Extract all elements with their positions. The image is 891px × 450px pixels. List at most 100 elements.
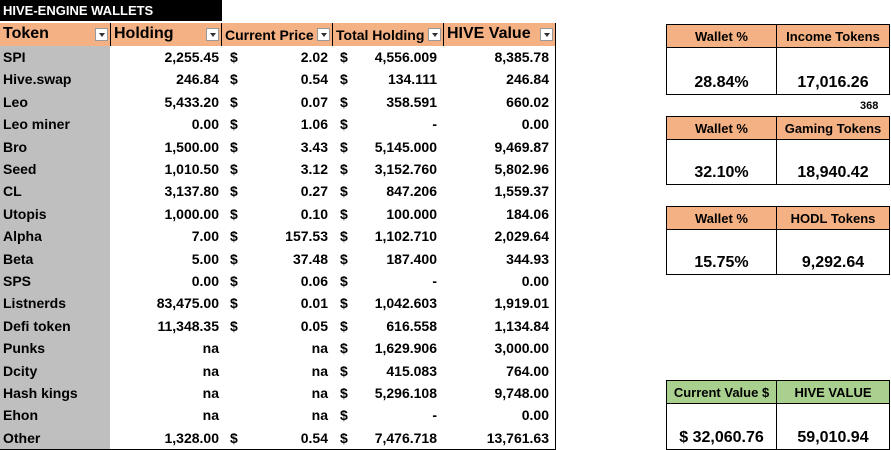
current-value-cell[interactable]: $ 32,060.76 (666, 404, 777, 450)
hive-value-cell[interactable]: 1,134.84 (494, 317, 550, 334)
hive-value-cell[interactable]: 13,761.63 (486, 429, 549, 446)
header-hive-value[interactable]: HIVE Value (444, 23, 556, 46)
table-row[interactable]: Seed 1,010.50 $3.12 $3,152.760 5,802.96 (0, 158, 556, 180)
holding-cell[interactable]: 3,137.80 (164, 183, 220, 200)
total-holding-cell[interactable]: 1,042.603 (374, 295, 437, 312)
table-row[interactable]: Hash kings na na $5,296.108 9,748.00 (0, 382, 556, 404)
price-cell[interactable]: 0.27 (300, 183, 328, 200)
hive-value-cell[interactable]: 184.06 (506, 205, 549, 222)
token-cell[interactable]: Hash kings (3, 385, 78, 401)
price-currency-symbol[interactable]: $ (230, 273, 238, 289)
price-cell[interactable]: na (311, 385, 328, 401)
total-holding-cell[interactable]: 4,556.009 (374, 49, 437, 65)
holding-cell[interactable]: 5.00 (191, 250, 219, 267)
income-tokens-cell[interactable]: 17,016.26 (776, 48, 890, 95)
hive-value-cell[interactable]: 246.84 (506, 71, 549, 88)
price-cell[interactable]: na (311, 340, 328, 357)
holding-cell[interactable]: na (202, 385, 219, 401)
total-currency-symbol[interactable]: $ (340, 295, 348, 312)
price-cell[interactable]: 3.43 (300, 138, 328, 155)
hive-value-cell[interactable]: 8,385.78 (494, 49, 550, 65)
token-cell[interactable]: Bro (3, 138, 28, 155)
price-currency-symbol[interactable]: $ (230, 295, 238, 312)
hodl-tokens-cell[interactable]: 9,292.64 (776, 230, 890, 275)
price-cell[interactable]: na (311, 362, 328, 379)
holding-cell[interactable]: 1,010.50 (164, 161, 220, 177)
table-row[interactable]: SPS 0.00 $0.06 $ - 0.00 (0, 270, 556, 292)
token-cell[interactable]: Seed (3, 161, 37, 177)
price-currency-symbol[interactable]: $ (230, 317, 238, 334)
total-currency-symbol[interactable]: $ (340, 138, 348, 155)
table-row[interactable]: Dcity na na $415.083 764.00 (0, 360, 556, 382)
total-currency-symbol[interactable]: $ (340, 407, 348, 424)
holding-cell[interactable]: 0.00 (191, 273, 219, 289)
token-cell[interactable]: Dcity (3, 362, 38, 379)
total-currency-symbol[interactable]: $ (340, 183, 348, 200)
token-cell[interactable]: Utopis (3, 205, 47, 222)
total-currency-symbol[interactable]: $ (340, 362, 348, 379)
price-cell[interactable]: 0.05 (300, 317, 328, 334)
price-cell[interactable]: 0.54 (300, 71, 328, 88)
holding-cell[interactable]: 1,500.00 (164, 138, 220, 155)
price-currency-symbol[interactable]: $ (230, 429, 238, 446)
price-currency-symbol[interactable]: $ (230, 183, 238, 200)
token-cell[interactable]: Defi token (3, 317, 71, 334)
filter-dropdown-icon[interactable] (317, 28, 330, 41)
total-currency-symbol[interactable]: $ (340, 161, 348, 177)
hive-value-cell[interactable]: 9,469.87 (494, 138, 550, 155)
hive-value-cell[interactable]: 5,802.96 (494, 161, 550, 177)
holding-cell[interactable]: 1,000.00 (164, 205, 220, 222)
hive-value-cell[interactable]: 764.00 (506, 362, 549, 379)
price-currency-symbol[interactable]: $ (230, 205, 238, 222)
hive-value-cell[interactable]: 9,748.00 (494, 385, 550, 401)
total-holding-cell[interactable]: - (432, 407, 437, 424)
price-currency-symbol[interactable]: $ (230, 93, 238, 110)
total-holding-cell[interactable]: - (432, 116, 437, 133)
total-currency-symbol[interactable]: $ (340, 273, 348, 289)
holding-cell[interactable]: 83,475.00 (156, 295, 219, 312)
hive-value-cell[interactable]: 0.00 (521, 407, 549, 424)
price-currency-symbol[interactable]: $ (230, 138, 238, 155)
token-cell[interactable]: Leo (3, 93, 28, 110)
token-cell[interactable]: Ehon (3, 407, 38, 424)
token-cell[interactable]: Leo miner (3, 116, 70, 133)
total-currency-symbol[interactable]: $ (340, 429, 348, 446)
total-holding-cell[interactable]: 7,476.718 (374, 429, 437, 446)
hive-value-cell[interactable]: 1,559.37 (494, 183, 550, 200)
total-holding-cell[interactable]: 100.000 (386, 205, 437, 222)
total-currency-symbol[interactable]: $ (340, 317, 348, 334)
table-row[interactable]: CL 3,137.80 $0.27 $847.206 1,559.37 (0, 180, 556, 202)
token-cell[interactable]: Other (3, 429, 41, 446)
holding-cell[interactable]: 11,348.35 (157, 317, 219, 334)
hive-value-cell[interactable]: 1,919.01 (494, 295, 550, 312)
table-row[interactable]: Ehon na na $ - 0.00 (0, 404, 556, 426)
table-row[interactable]: Hive.swap 246.84 $0.54 $134.111 246.84 (0, 68, 556, 90)
holding-cell[interactable]: na (202, 362, 219, 379)
header-holding[interactable]: Holding (111, 23, 222, 46)
total-holding-cell[interactable]: 5,145.000 (374, 138, 437, 155)
holding-cell[interactable]: 0.00 (191, 116, 219, 133)
price-cell[interactable]: 0.07 (300, 93, 328, 110)
header-current-price[interactable]: Current Price (222, 23, 333, 46)
token-cell[interactable]: Beta (3, 250, 34, 267)
total-currency-symbol[interactable]: $ (340, 116, 348, 133)
filter-dropdown-icon[interactable] (540, 28, 553, 41)
token-cell[interactable]: Punks (3, 340, 46, 357)
table-row[interactable]: Leo miner 0.00 $1.06 $ - 0.00 (0, 113, 556, 135)
price-cell[interactable]: na (311, 407, 328, 424)
table-row[interactable]: Utopis 1,000.00 $0.10 $100.000 184.06 (0, 203, 556, 225)
table-row[interactable]: Bro 1,500.00 $3.43 $5,145.000 9,469.87 (0, 136, 556, 158)
table-row[interactable]: Defi token 11,348.35 $0.05 $616.558 1,134.84 (0, 315, 556, 337)
token-cell[interactable]: Hive.swap (3, 71, 72, 88)
table-row[interactable]: Other 1,328.00 $0.54 $7,476.718 13,761.63 (0, 427, 556, 449)
hive-value-cell[interactable]: 3,000.00 (494, 340, 550, 357)
total-currency-symbol[interactable]: $ (340, 93, 348, 110)
table-row[interactable]: Beta 5.00 $37.48 $187.400 344.93 (0, 248, 556, 270)
hive-value-cell[interactable]: 344.93 (506, 250, 549, 267)
price-currency-symbol[interactable]: $ (230, 116, 238, 133)
price-cell[interactable]: 2.02 (300, 49, 328, 65)
total-currency-symbol[interactable]: $ (340, 250, 348, 267)
filter-dropdown-icon[interactable] (206, 28, 219, 41)
price-cell[interactable]: 0.01 (300, 295, 328, 312)
holding-cell[interactable]: 246.84 (176, 71, 219, 88)
